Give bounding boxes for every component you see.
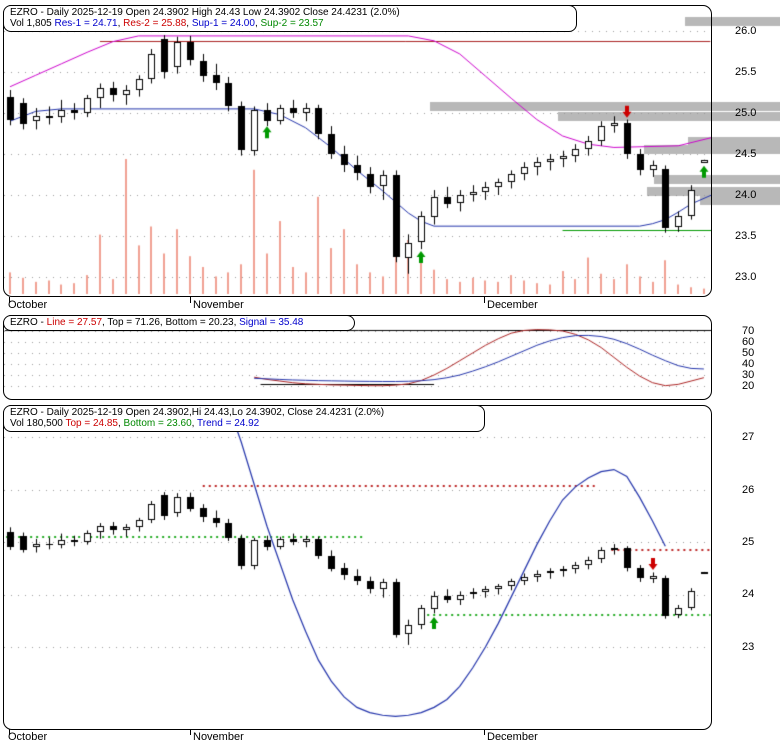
title-segment: EZRO - Daily 2025-12-19 Open 24.3902 Hig… (10, 7, 400, 18)
y-axis-label: 20 (742, 380, 755, 392)
month-tick (9, 297, 10, 303)
chart-title: EZRO - Line = 27.57, Top = 71.26, Bottom… (10, 317, 346, 328)
main-price-panel: EZRO - Daily 2025-12-19 Open 24.3902 Hig… (3, 5, 712, 297)
x-axis-label-october: October (8, 731, 48, 743)
x-axis-label-november: November (193, 731, 244, 743)
month-tick (190, 729, 191, 735)
y-axis-label: 26.0 (735, 25, 757, 37)
title-segment: , (117, 18, 124, 29)
y-axis-label: 40 (742, 358, 755, 370)
y-axis-label: 24.5 (735, 148, 757, 160)
title-segment: EZRO - Daily 2025-12-19 Open 24.3902,Hi … (10, 407, 385, 418)
y-axis-label: 23.5 (735, 230, 757, 242)
y-axis-label: 30 (742, 369, 755, 381)
title-segment: , (186, 18, 192, 29)
month-tick (484, 729, 485, 735)
y-axis-label: 24.0 (735, 189, 757, 201)
y-axis-label: 23 (742, 641, 755, 653)
chart-title: EZRO - Daily 2025-12-19 Open 24.3902,Hi … (10, 407, 476, 418)
title-segment: Res-2 = 25.88 (123, 18, 187, 29)
title-segment: Trend = 24.92 (197, 418, 260, 429)
title-segment: , (191, 418, 198, 429)
x-axis-label-december: December (487, 299, 538, 311)
x-axis-label-december: December (487, 731, 538, 743)
month-tick (9, 729, 10, 735)
secondary-price-canvas (4, 406, 711, 729)
y-axis-label: 24 (742, 588, 755, 600)
title-segment: Top = 24.85 (65, 418, 118, 429)
main-title-box: EZRO - Daily 2025-12-19 Open 24.3902 Hig… (3, 5, 577, 32)
title-segment: Signal = 35.48 (239, 317, 304, 328)
month-tick (190, 297, 191, 303)
title-segment: Vol 180,500 (10, 418, 66, 429)
title-segment: , Top = 71.26, Bottom = 20.23, (102, 317, 240, 328)
title-segment: Sup-2 = 23.57 (260, 18, 324, 29)
title-segment: , (254, 18, 261, 29)
title-segment: EZRO - (10, 317, 47, 328)
title-segment: Sup-1 = 24.00 (191, 18, 255, 29)
secondary-title-box: EZRO - Daily 2025-12-19 Open 24.3902,Hi … (3, 405, 485, 432)
y-axis-label: 25.5 (735, 66, 757, 78)
secondary-price-panel: EZRO - Daily 2025-12-19 Open 24.3902,Hi … (3, 405, 712, 730)
oscillator-panel: EZRO - Line = 27.57, Top = 71.26, Bottom… (3, 315, 712, 400)
y-axis-label: 70 (742, 325, 755, 337)
title-segment: Bottom = 23.60 (123, 418, 192, 429)
x-axis-label-november: November (193, 299, 244, 311)
title-segment: Vol 1,805 (10, 18, 55, 29)
y-axis-label: 50 (742, 347, 755, 359)
month-tick (484, 297, 485, 303)
title-segment: Res-1 = 24.71 (54, 18, 118, 29)
chart-subtitle: Vol 1,805 Res-1 = 24.71, Res-2 = 25.88, … (10, 18, 568, 29)
y-axis-label: 27 (742, 431, 755, 443)
y-axis-label: 25.0 (735, 107, 757, 119)
main-price-canvas (4, 6, 711, 296)
y-axis-label: 25 (742, 536, 755, 548)
y-axis-label: 23.0 (735, 271, 757, 283)
title-segment: Line = 27.57 (46, 317, 102, 328)
y-axis-label: 26 (742, 484, 755, 496)
y-axis-label: 60 (742, 336, 755, 348)
chart-title: EZRO - Daily 2025-12-19 Open 24.3902 Hig… (10, 7, 568, 18)
x-axis-label-october: October (8, 299, 48, 311)
title-segment: , (117, 418, 124, 429)
chart-subtitle: Vol 180,500 Top = 24.85, Bottom = 23.60,… (10, 418, 476, 429)
oscillator-title-box: EZRO - Line = 27.57, Top = 71.26, Bottom… (3, 315, 355, 331)
